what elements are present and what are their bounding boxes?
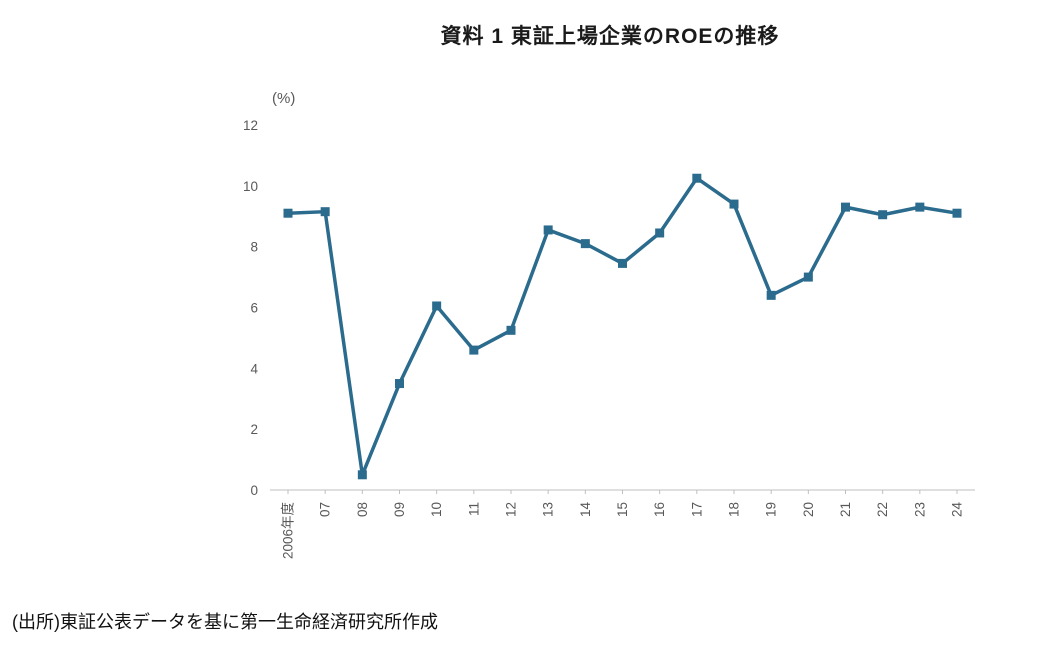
data-point-marker xyxy=(320,207,330,217)
x-tick-label: 10 xyxy=(429,502,444,517)
y-tick-label: 12 xyxy=(243,118,258,133)
data-point-marker xyxy=(283,208,293,218)
data-point-marker xyxy=(729,199,739,209)
data-point-marker xyxy=(506,325,516,335)
data-point-marker xyxy=(580,239,590,249)
x-tick-label: 13 xyxy=(541,502,556,517)
x-tick-label: 11 xyxy=(466,502,481,516)
x-tick-label: 20 xyxy=(801,502,816,517)
x-tick-label: 19 xyxy=(764,502,779,517)
y-tick-label: 8 xyxy=(250,240,258,255)
data-point-marker xyxy=(878,210,888,220)
data-point-marker xyxy=(357,470,367,480)
x-tick-label: 09 xyxy=(392,502,407,517)
y-tick-label: 0 xyxy=(250,483,258,498)
x-tick-label: 18 xyxy=(727,502,742,517)
x-tick-label: 08 xyxy=(355,502,370,517)
x-tick-label: 16 xyxy=(652,502,667,517)
chart-title: 資料 1 東証上場企業のROEの推移 xyxy=(440,25,780,48)
data-point-marker xyxy=(915,202,925,212)
data-point-marker xyxy=(841,202,850,212)
x-tick-label: 22 xyxy=(875,502,890,517)
x-tick-label: 07 xyxy=(318,502,333,517)
y-tick-label: 2 xyxy=(250,422,258,437)
x-tick-label: 21 xyxy=(838,502,853,517)
x-tick-label: 24 xyxy=(950,502,965,518)
x-tick-label: 15 xyxy=(615,502,630,517)
data-point-marker xyxy=(766,290,776,300)
y-tick-label: 6 xyxy=(250,301,258,316)
data-point-marker xyxy=(469,345,479,355)
x-tick-label: 2006年度 xyxy=(281,502,296,559)
roe-series-line xyxy=(286,176,959,477)
y-tick-label: 4 xyxy=(250,361,258,376)
data-point-marker xyxy=(692,173,702,183)
data-point-marker xyxy=(952,208,962,218)
data-point-marker xyxy=(803,272,813,282)
data-point-marker xyxy=(395,379,404,389)
data-point-marker xyxy=(618,258,627,268)
data-point-marker xyxy=(655,228,665,238)
y-axis-unit-label: (%) xyxy=(272,90,295,107)
x-tick-label: 12 xyxy=(504,502,519,517)
x-tick-label: 23 xyxy=(912,502,927,517)
y-tick-label: 10 xyxy=(243,179,258,194)
x-tick-label: 17 xyxy=(689,502,704,517)
data-point-marker xyxy=(543,225,553,235)
data-point-marker xyxy=(432,301,442,311)
source-note: (出所)東証公表データを基に第一生命経済研究所作成 xyxy=(12,612,438,632)
x-tick-label: 14 xyxy=(578,502,593,518)
